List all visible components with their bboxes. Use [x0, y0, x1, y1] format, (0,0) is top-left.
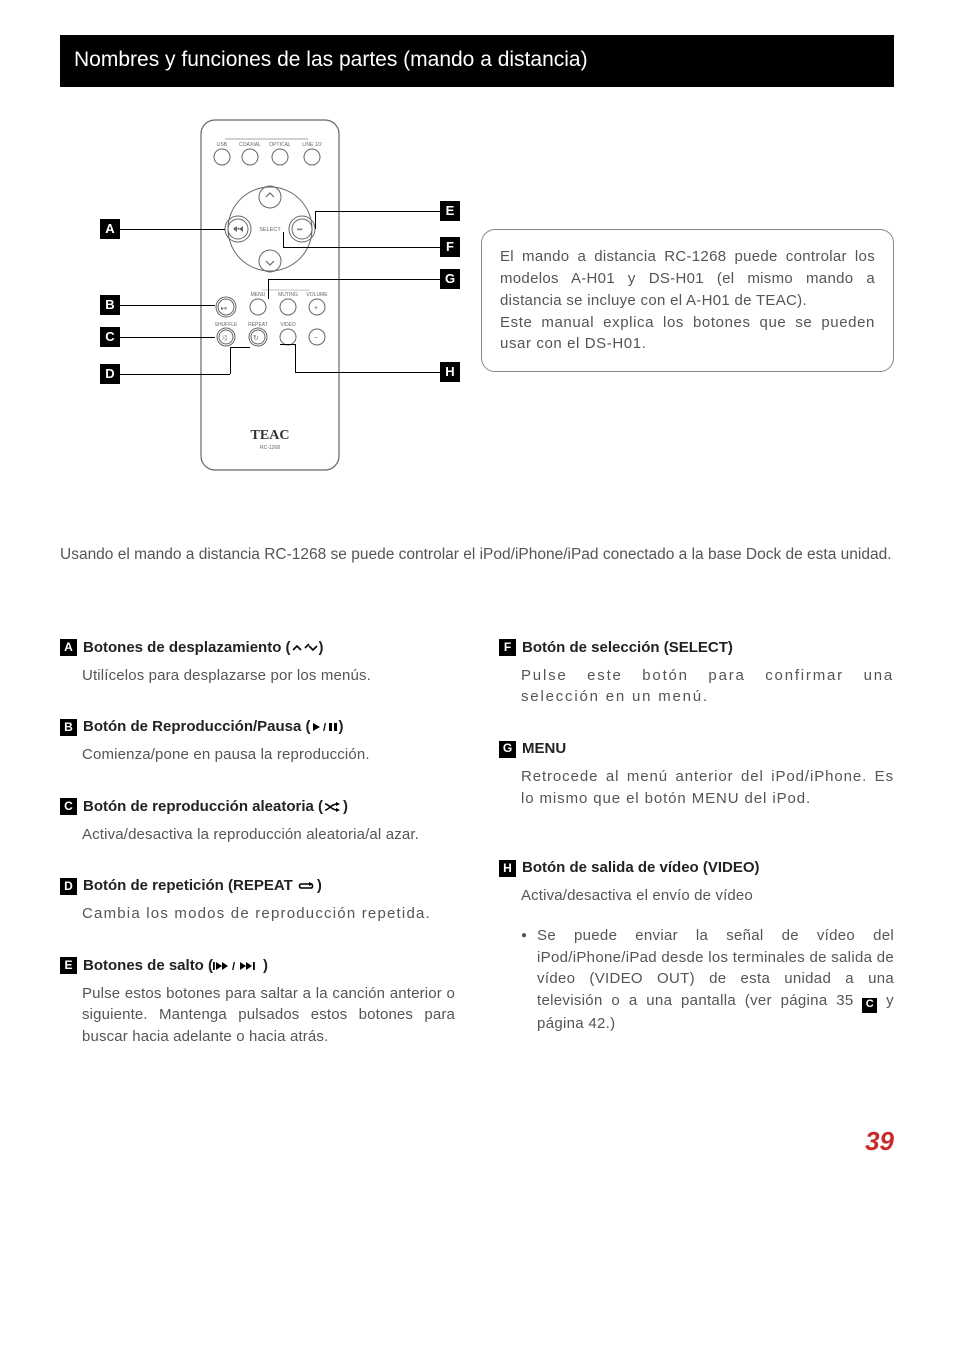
- item-B-body: Comienza/pone en pausa la reproducción.: [60, 744, 455, 766]
- svg-text:SELECT: SELECT: [259, 227, 281, 233]
- item-H-body: Activa/desactiva el envío de vídeo: [499, 885, 894, 907]
- item-E-title: Botones de salto (/): [83, 955, 268, 977]
- item-C-body: Activa/desactiva la reproducción aleator…: [60, 824, 455, 846]
- svg-text:VIDEO: VIDEO: [280, 322, 296, 328]
- callout-E: E: [440, 201, 460, 221]
- bullet-icon: ●: [521, 925, 527, 1034]
- item-C-title: Botón de reproducción aleatoria (): [83, 796, 348, 818]
- callout-F: F: [440, 237, 460, 257]
- letter-G: G: [499, 741, 516, 758]
- item-G-body: Retrocede al menú anterior del iPod/iPho…: [499, 766, 894, 810]
- item-F: F Botón de selección (SELECT) Pulse este…: [499, 637, 894, 708]
- letter-D: D: [60, 878, 77, 895]
- svg-text:−: −: [314, 335, 318, 342]
- note-p1: El mando a distancia RC-1268 puede contr…: [500, 246, 875, 311]
- svg-text:⏭: ⏭: [297, 227, 303, 233]
- description-columns: A Botones de desplazamiento () Utilícelo…: [60, 637, 894, 1078]
- item-B: B Botón de Reproducción/Pausa (/) Comien…: [60, 716, 455, 766]
- item-D-title: Botón de repetición (REPEAT ): [83, 875, 322, 897]
- remote-diagram: USB COAXIAL OPTICAL LINE 1/2 ⏮ ⏭ SELECT: [60, 119, 455, 489]
- letter-A: A: [60, 639, 77, 656]
- svg-text:/: /: [232, 961, 235, 972]
- svg-text:RC-1268: RC-1268: [260, 445, 280, 451]
- svg-text:⤨: ⤨: [221, 335, 227, 342]
- callout-D: D: [100, 364, 120, 384]
- left-column: A Botones de desplazamiento () Utilícelo…: [60, 637, 455, 1078]
- letter-C: C: [60, 798, 77, 815]
- svg-text:OPTICAL: OPTICAL: [269, 142, 291, 148]
- callout-G: G: [440, 269, 460, 289]
- svg-text:MENU: MENU: [251, 292, 266, 298]
- item-H-bullet: ● Se puede enviar la señal de vídeo del …: [499, 925, 894, 1034]
- item-C: C Botón de reproducción aleatoria () Act…: [60, 796, 455, 846]
- item-G-title: MENU: [522, 738, 566, 760]
- note-p2: Este manual explica los botones que se p…: [500, 312, 875, 356]
- svg-text:LINE 1/2: LINE 1/2: [302, 142, 322, 148]
- item-H-title: Botón de salida de vídeo (VIDEO): [522, 857, 760, 879]
- svg-text:REPEAT: REPEAT: [248, 322, 268, 328]
- item-B-title: Botón de Reproducción/Pausa (/): [83, 716, 344, 738]
- svg-text:TEAC: TEAC: [251, 428, 290, 443]
- svg-text:USB: USB: [217, 142, 228, 148]
- section-title: Nombres y funciones de las partes (mando…: [60, 35, 894, 87]
- letter-E: E: [60, 957, 77, 974]
- svg-text:↻: ↻: [253, 335, 259, 342]
- callout-H: H: [440, 362, 460, 382]
- remote-control-image: USB COAXIAL OPTICAL LINE 1/2 ⏮ ⏭ SELECT: [200, 119, 340, 479]
- letter-B: B: [60, 719, 77, 736]
- item-F-body: Pulse este botón para confirmar una sele…: [499, 665, 894, 709]
- page-number: 39: [60, 1123, 894, 1161]
- ref-letter-C: C: [862, 998, 877, 1013]
- svg-text:SHUFFLE: SHUFFLE: [215, 322, 238, 328]
- callout-A: A: [100, 219, 120, 239]
- info-note: El mando a distancia RC-1268 puede contr…: [481, 229, 894, 372]
- letter-F: F: [499, 639, 516, 656]
- item-D-body: Cambia los modos de reproducción repetid…: [60, 903, 455, 925]
- svg-text:/: /: [323, 722, 326, 733]
- letter-H: H: [499, 860, 516, 877]
- svg-text:⏮: ⏮: [234, 227, 240, 233]
- svg-text:VOLUME: VOLUME: [306, 292, 328, 298]
- callout-B: B: [100, 295, 120, 315]
- item-A-title: Botones de desplazamiento (): [83, 637, 324, 659]
- item-E: E Botones de salto (/) Pulse estos boton…: [60, 955, 455, 1048]
- svg-text:+: +: [314, 305, 318, 312]
- svg-text:COAXIAL: COAXIAL: [239, 142, 261, 148]
- svg-text:MUTING: MUTING: [278, 292, 298, 298]
- right-column: F Botón de selección (SELECT) Pulse este…: [499, 637, 894, 1078]
- item-D: D Botón de repetición (REPEAT ) Cambia l…: [60, 875, 455, 925]
- intro-text: Usando el mando a distancia RC-1268 se p…: [60, 544, 894, 566]
- callout-C: C: [100, 327, 120, 347]
- item-A: A Botones de desplazamiento () Utilícelo…: [60, 637, 455, 687]
- svg-text:▸⏸: ▸⏸: [221, 306, 227, 312]
- item-H: H Botón de salida de vídeo (VIDEO) Activ…: [499, 857, 894, 1034]
- item-E-body: Pulse estos botones para saltar a la can…: [60, 983, 455, 1048]
- top-row: USB COAXIAL OPTICAL LINE 1/2 ⏮ ⏭ SELECT: [60, 119, 894, 489]
- item-A-body: Utilícelos para desplazarse por los menú…: [60, 665, 455, 687]
- item-G: G MENU Retrocede al menú anterior del iP…: [499, 738, 894, 809]
- item-H-bullet-text: Se puede enviar la señal de vídeo del iP…: [537, 925, 894, 1034]
- item-F-title: Botón de selección (SELECT): [522, 637, 733, 659]
